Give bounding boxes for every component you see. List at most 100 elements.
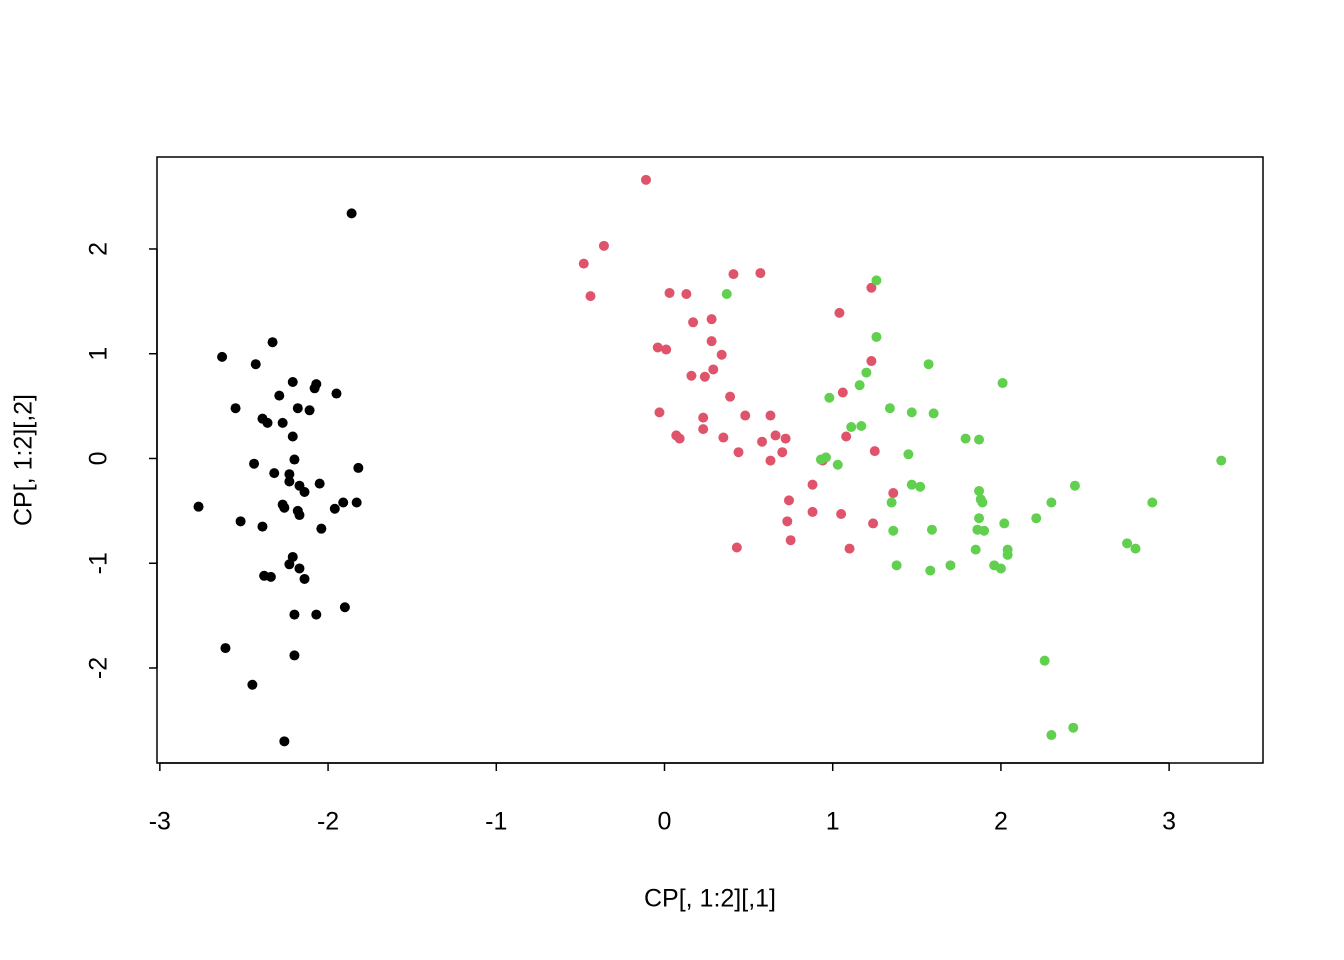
point: [289, 650, 300, 661]
point: [289, 454, 300, 465]
point: [844, 543, 855, 554]
point: [906, 407, 917, 418]
point: [906, 479, 917, 490]
x-tick-label: 3: [1162, 808, 1176, 836]
point: [999, 518, 1010, 529]
point: [292, 403, 303, 414]
point: [314, 478, 325, 489]
point: [329, 503, 340, 514]
x-tick-label: 0: [658, 808, 672, 836]
point: [265, 571, 276, 582]
point: [257, 521, 268, 532]
point: [1039, 655, 1050, 666]
point: [279, 502, 290, 513]
point: [274, 390, 285, 401]
plot-frame: [156, 156, 1264, 764]
y-tick-label: 2: [85, 242, 113, 256]
point: [866, 282, 877, 293]
point: [765, 455, 776, 466]
point: [686, 370, 697, 381]
point: [699, 371, 710, 382]
point: [316, 523, 327, 534]
point: [1130, 543, 1141, 554]
point: [977, 497, 988, 508]
point: [854, 380, 865, 391]
point: [299, 487, 310, 498]
point: [654, 407, 665, 418]
point: [868, 518, 879, 529]
point: [1122, 538, 1133, 549]
point: [304, 405, 315, 416]
point: [250, 359, 261, 370]
point: [287, 431, 298, 442]
point: [585, 291, 596, 302]
point: [235, 516, 246, 527]
point: [903, 449, 914, 460]
point: [217, 351, 228, 362]
point: [891, 560, 902, 571]
point: [338, 497, 349, 508]
y-tick-label: 0: [85, 452, 113, 466]
y-tick-label: 1: [85, 347, 113, 361]
point: [765, 410, 776, 421]
point: [289, 609, 300, 620]
point: [193, 501, 204, 512]
x-tick-label: -2: [317, 808, 339, 836]
point: [733, 447, 744, 458]
x-axis-label: CP[, 1:2][,1]: [644, 885, 776, 913]
point: [807, 479, 818, 490]
point: [1046, 497, 1057, 508]
point: [925, 565, 936, 576]
point: [777, 447, 788, 458]
point: [928, 408, 939, 419]
point: [915, 481, 926, 492]
point: [861, 367, 872, 378]
point: [1046, 730, 1057, 741]
point: [974, 485, 985, 496]
point: [598, 240, 609, 251]
point: [309, 383, 320, 394]
point: [757, 436, 768, 447]
point: [824, 392, 835, 403]
point: [249, 458, 260, 469]
point: [269, 468, 280, 479]
point: [708, 364, 719, 375]
point: [995, 563, 1006, 574]
point: [997, 378, 1008, 389]
point: [1216, 455, 1227, 466]
point: [807, 506, 818, 517]
point: [716, 349, 727, 360]
point: [674, 433, 685, 444]
point: [718, 432, 729, 443]
point: [346, 208, 357, 219]
point: [979, 525, 990, 536]
point: [353, 462, 364, 473]
point: [311, 609, 322, 620]
point: [970, 544, 981, 555]
point: [837, 387, 848, 398]
point: [1002, 549, 1013, 560]
point: [884, 403, 895, 414]
point: [721, 289, 732, 300]
point: [698, 424, 709, 435]
point: [725, 391, 736, 402]
point: [331, 388, 342, 399]
point: [926, 524, 937, 535]
point: [923, 359, 934, 370]
point: [267, 337, 278, 348]
point: [888, 525, 899, 536]
point: [661, 344, 672, 355]
point: [974, 513, 985, 524]
point: [770, 430, 781, 441]
point: [815, 454, 826, 465]
point: [974, 434, 985, 445]
point: [886, 497, 897, 508]
point: [836, 509, 847, 520]
x-tick-label: 2: [994, 808, 1008, 836]
point: [664, 287, 675, 298]
point: [846, 422, 857, 433]
point: [230, 403, 241, 414]
point: [945, 560, 956, 571]
point: [681, 289, 692, 300]
